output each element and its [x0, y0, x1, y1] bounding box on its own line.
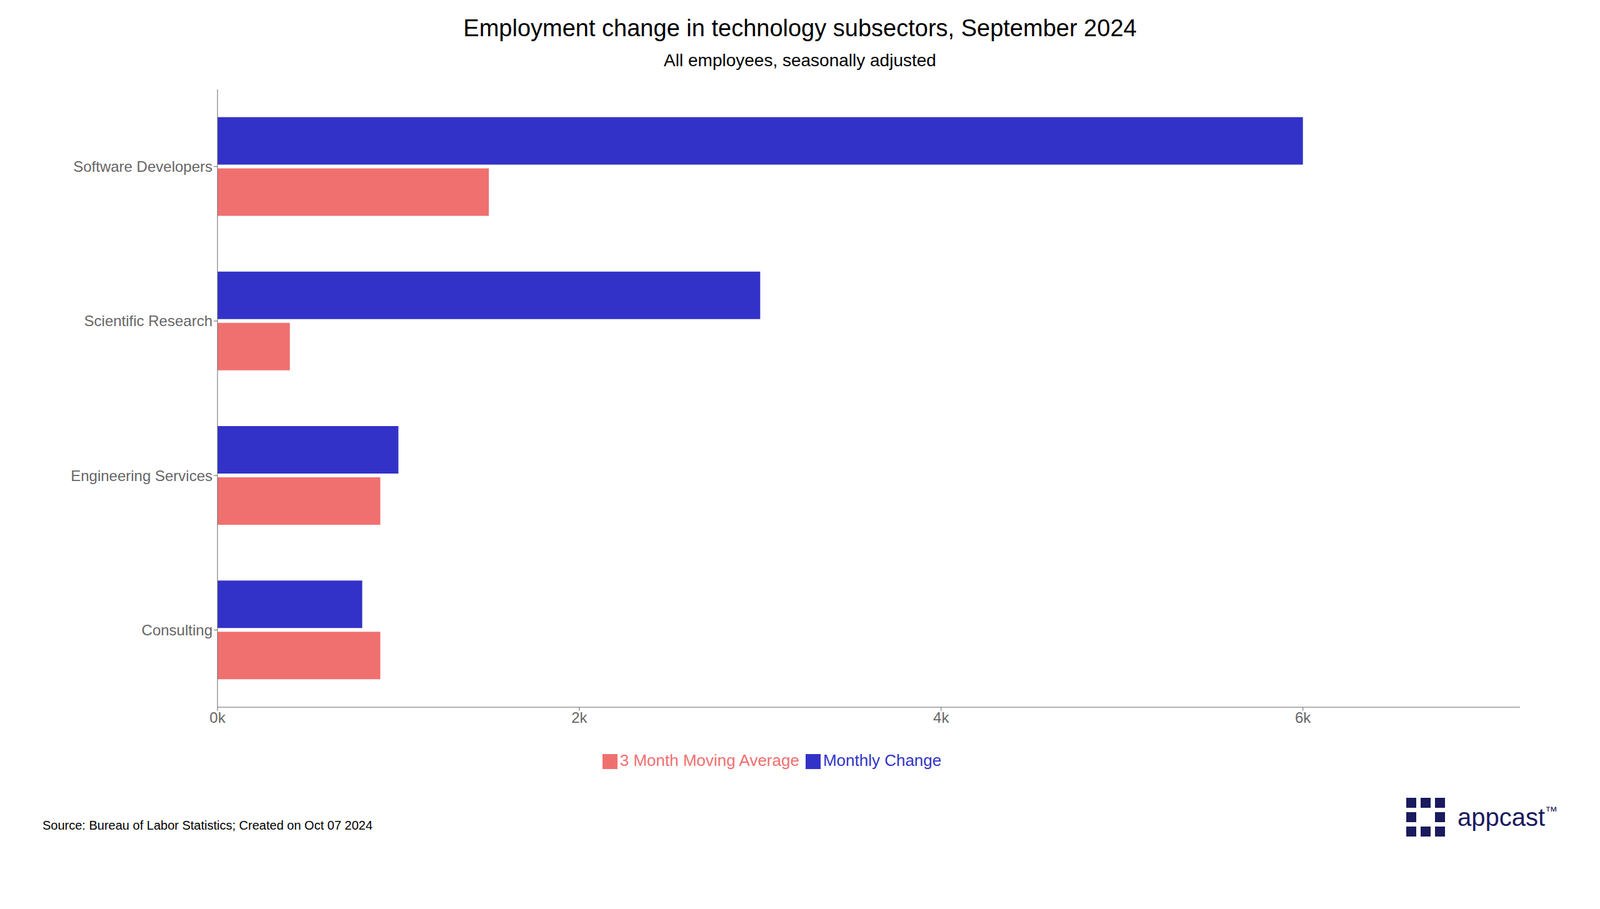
svg-text:6k: 6k: [1295, 709, 1312, 727]
html-text:3 Month Moving Average: 3 Month Moving Average: [619, 751, 800, 770]
svg-text:Software Developers: Software Developers: [73, 158, 213, 175]
html-text:appcast™: appcast™: [1457, 803, 1558, 832]
svg-text:2k: 2k: [571, 709, 588, 727]
html-text:Monthly Change: Monthly Change: [823, 751, 942, 770]
svg-text:Consulting: Consulting: [141, 621, 213, 639]
svg-text:Engineering Services: Engineering Services: [70, 467, 213, 485]
html-text:All employees, seasonally adju: All employees, seasonally adjusted: [663, 50, 937, 70]
html-text:Employment change in technolog: Employment change in technology subsecto…: [463, 15, 1137, 42]
svg-text:4k: 4k: [933, 709, 950, 727]
svg-text:0k: 0k: [209, 709, 226, 727]
html-text:Source: Bureau of Labor Statis: Source: Bureau of Labor Statistics; Crea…: [42, 818, 373, 833]
svg-text:Scientific Research: Scientific Research: [84, 312, 213, 330]
